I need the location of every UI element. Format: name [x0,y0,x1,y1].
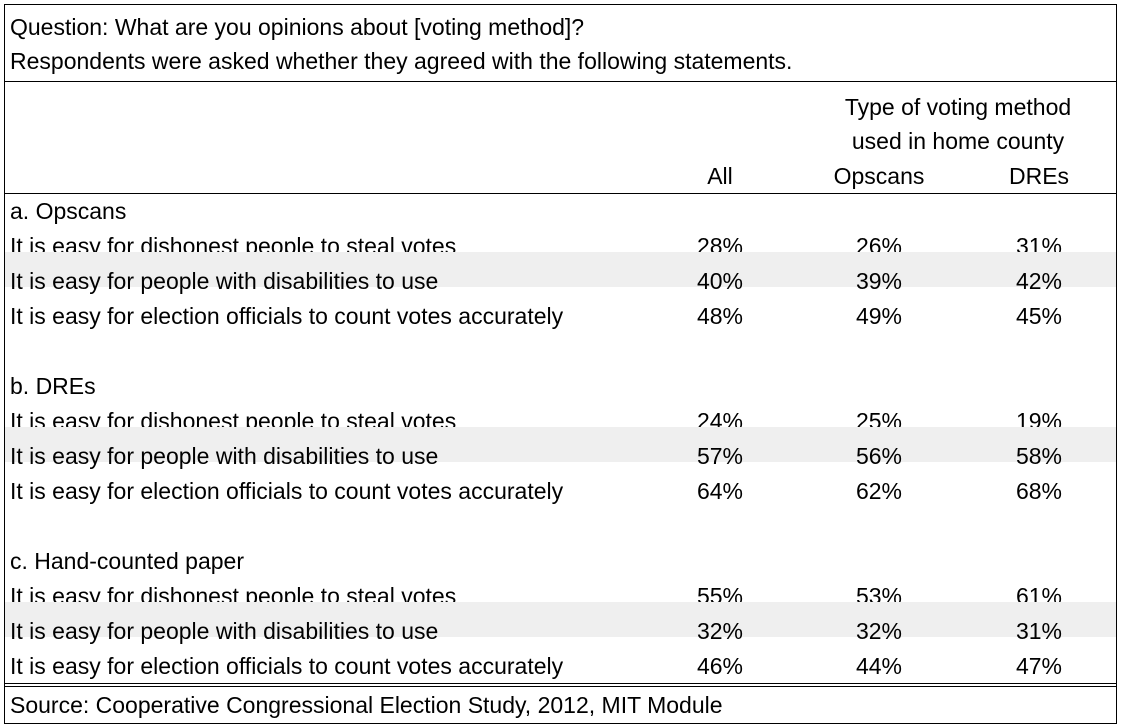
cell-value: 49% [855,303,903,329]
table-border [4,4,1117,724]
cell-value: 32% [696,618,744,644]
rule [5,193,1116,194]
rule [5,683,1116,684]
row-label: It is easy for election officials to cou… [10,478,564,504]
row-label: It is easy for election officials to cou… [10,303,564,329]
cell-value: 58% [1015,443,1063,469]
cell-value: 45% [1015,303,1063,329]
cell-value: 56% [855,443,903,469]
section-title: c. Hand-counted paper [10,548,244,574]
column-label: Opscans [833,163,925,189]
row-label: It is easy for election officials to cou… [10,653,564,679]
cell-value: 57% [696,443,744,469]
cell-value: 46% [696,653,744,679]
question: Question: What are you opinions about [v… [10,14,585,40]
section-title: b. DREs [10,373,96,399]
row-shade [5,602,1116,637]
cell-value: 31% [1015,618,1063,644]
cell-value: 40% [696,268,744,294]
rule [5,686,1116,687]
cell-value: 68% [1015,478,1063,504]
source: Source: Cooperative Congressional Electi… [10,692,723,718]
cell-value: 39% [855,268,903,294]
column-group: used in home county [851,128,1065,154]
cell-value: 44% [855,653,903,679]
column-label: All [707,163,733,189]
cell-value: 32% [855,618,903,644]
row-label: It is easy for people with disabilities … [10,618,439,644]
note: Respondents were asked whether they agre… [10,48,793,74]
cell-value: 48% [696,303,744,329]
section-title: a. Opscans [10,198,127,224]
cell-value: 64% [696,478,744,504]
column-group: Type of voting method [844,94,1072,120]
cell-value: 62% [855,478,903,504]
column-label: DREs [1008,163,1070,189]
cell-value: 47% [1015,653,1063,679]
cell-value: 42% [1015,268,1063,294]
rule [5,81,1116,82]
row-label: It is easy for people with disabilities … [10,443,439,469]
row-shade [5,252,1116,287]
row-label: It is easy for people with disabilities … [10,268,439,294]
row-shade [5,427,1116,462]
